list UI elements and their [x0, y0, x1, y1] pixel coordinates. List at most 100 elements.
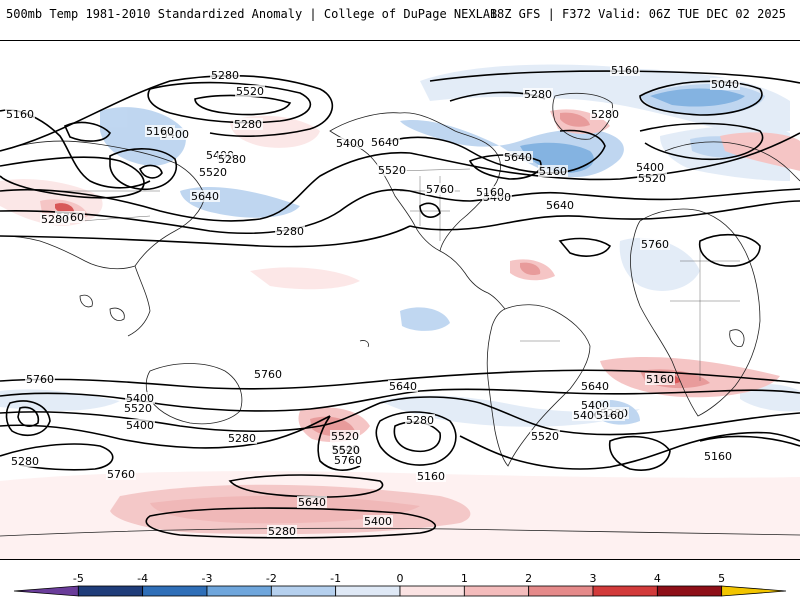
- colorbar-tick-label: -1: [330, 572, 341, 585]
- contour-label: 5400: [126, 419, 154, 432]
- contour-label: 5040: [711, 78, 739, 91]
- contour-label: 5520: [332, 444, 360, 457]
- contour-label: 5160: [539, 165, 567, 178]
- contour-label-bg: [40, 213, 70, 225]
- anomaly-colorbar: -5 -4 -3 -2 -1 0 1 2 3 4 5: [0, 564, 800, 600]
- contour-label: 5160: [146, 125, 174, 138]
- contour-label-bg: [363, 515, 393, 527]
- contour-label-bg: [538, 165, 568, 177]
- contour-label: 5400: [126, 392, 154, 405]
- colorbar-bin: [142, 585, 208, 597]
- height-contours: [0, 70, 800, 539]
- contour-label: 5280: [234, 118, 262, 131]
- contour-label-bg: [370, 136, 400, 148]
- contour-label-bg: [572, 409, 602, 421]
- contour-label: 5640: [371, 136, 399, 149]
- contour-label-bg: [123, 402, 153, 414]
- colorbar-tick-label: 0: [397, 572, 404, 585]
- header: 500mb Temp 1981-2010 Standardized Anomal…: [0, 0, 800, 30]
- colorbar-bin: [463, 585, 530, 597]
- contour-label-bg: [217, 153, 247, 165]
- contour-label: 5160: [476, 186, 504, 199]
- colorbar-tick-label: -2: [266, 572, 277, 585]
- contour-label-bg: [388, 380, 418, 392]
- contour-label-bg: [475, 186, 505, 198]
- colorbar-bin: [13, 585, 79, 597]
- contour-label-bg: [106, 468, 136, 480]
- contour-label: 5160: [6, 108, 34, 121]
- contour-label: 5400: [573, 409, 601, 422]
- contour-label: 5280: [218, 153, 246, 166]
- colorbar-tick-label: 5: [718, 572, 725, 585]
- contour-label: 5760: [254, 368, 282, 381]
- contour-label-bg: [235, 85, 265, 97]
- contour-label: 5760: [107, 468, 135, 481]
- contour-label: 5280: [11, 455, 39, 468]
- contour-label-bg: [125, 419, 155, 431]
- contour-label: 5520: [378, 164, 406, 177]
- contour-label: 5280: [524, 88, 552, 101]
- colorbar-bin: [656, 585, 723, 597]
- contour-label: 5280: [268, 525, 296, 538]
- map-title: 500mb Temp 1981-2010 Standardized Anomal…: [6, 7, 498, 21]
- contour-label: 5280: [228, 432, 256, 445]
- contour-label-bg: [610, 64, 640, 76]
- contour-label-bg: [198, 166, 228, 178]
- contour-label: 5400: [364, 515, 392, 528]
- map-panel[interactable]: 5280552052805400516054005520564057605280…: [0, 40, 800, 560]
- contour-label-bg: [125, 392, 155, 404]
- contour-label: 5520: [199, 166, 227, 179]
- colorbar-tick-label: -4: [137, 572, 148, 585]
- contour-label: 5280: [276, 225, 304, 238]
- contour-label-bg: [297, 496, 327, 508]
- contour-label: 5280: [211, 69, 239, 82]
- colorbar-bin: [206, 585, 272, 597]
- contour-label: 5520: [236, 85, 264, 98]
- contour-label: 5400: [636, 161, 664, 174]
- contour-label-bg: [545, 199, 575, 211]
- contour-label-bg: [590, 108, 620, 120]
- contour-label: 5760: [334, 454, 362, 467]
- contour-label-bg: [503, 151, 533, 163]
- contour-label-bg: [580, 380, 610, 392]
- contour-label-bg: [710, 78, 740, 90]
- contour-label-bg: [635, 161, 665, 173]
- contour-label: 5160: [646, 373, 674, 386]
- contour-label-bg: [416, 470, 446, 482]
- colorbar-tick-label: 3: [590, 572, 597, 585]
- contour-label-bg: [210, 69, 240, 81]
- contour-label-bg: [253, 368, 283, 380]
- colorbar-graphic: -5 -4 -3 -2 -1 0 1 2 3 4 5: [13, 572, 787, 597]
- contour-label-bg: [267, 525, 297, 537]
- contour-label: 5160: [596, 409, 624, 422]
- contour-label-bg: [145, 125, 175, 137]
- contour-label-bg: [645, 373, 675, 385]
- colorbar-bin: [270, 585, 337, 597]
- contour-label: 5280: [591, 108, 619, 121]
- contour-label-bg: [703, 450, 733, 462]
- contour-label: 5520: [638, 172, 666, 185]
- contour-label-bg: [637, 172, 667, 184]
- contour-label: 5280: [41, 213, 69, 226]
- contour-label: 5760: [426, 183, 454, 196]
- contour-label: 5520: [124, 402, 152, 415]
- colorbar-bin: [335, 585, 401, 597]
- colorbar-bin: [528, 585, 594, 597]
- contour-label-bg: [530, 430, 560, 442]
- colorbar-tick-label: 1: [461, 572, 468, 585]
- colorbar-bin: [77, 585, 144, 597]
- contour-label: 5160: [704, 450, 732, 463]
- contour-label: 5160: [417, 470, 445, 483]
- contour-label: 5760: [641, 238, 669, 251]
- contour-label-bg: [335, 137, 365, 149]
- anomaly-map[interactable]: 5280552052805400516054005520564057605280…: [0, 41, 800, 559]
- colorbar-tick-label: -3: [202, 572, 213, 585]
- contour-label-bg: [640, 238, 670, 250]
- contour-label-bg: [10, 455, 40, 467]
- contour-label-bg: [405, 414, 435, 426]
- contour-label: 5280: [406, 414, 434, 427]
- contour-label: 5160: [611, 64, 639, 77]
- contour-label-bg: [333, 454, 363, 466]
- contour-label-bg: [25, 373, 55, 385]
- contour-label-bg: [190, 190, 220, 202]
